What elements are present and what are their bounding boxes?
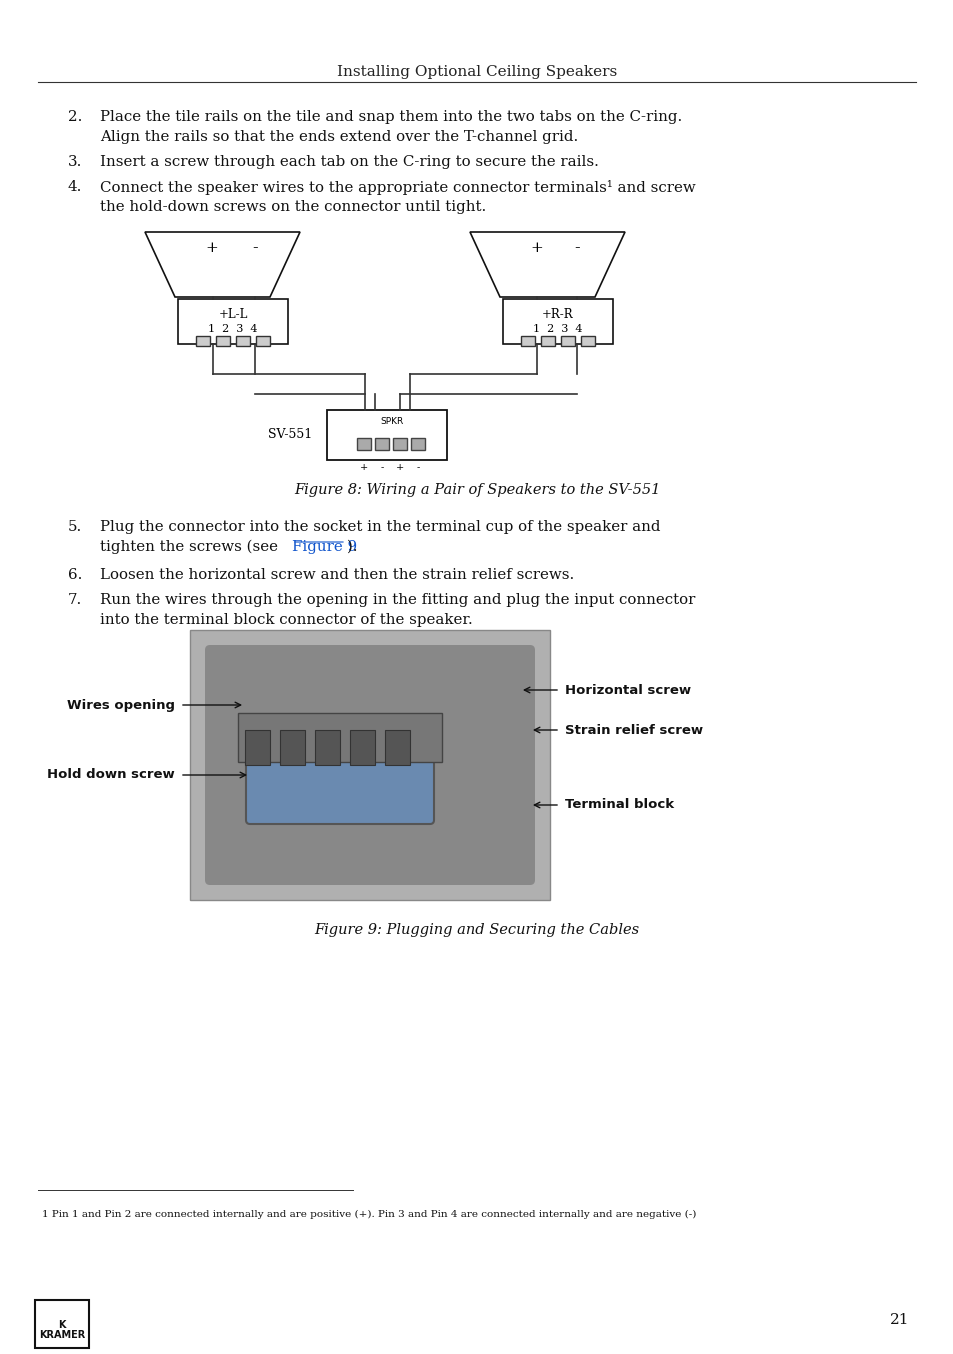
FancyBboxPatch shape xyxy=(35,1300,89,1349)
Text: Installing Optional Ceiling Speakers: Installing Optional Ceiling Speakers xyxy=(336,65,617,79)
Text: Loosen the horizontal screw and then the strain relief screws.: Loosen the horizontal screw and then the… xyxy=(100,567,574,582)
Text: Run the wires through the opening in the fitting and plug the input connector: Run the wires through the opening in the… xyxy=(100,593,695,607)
Text: tighten the screws (see: tighten the screws (see xyxy=(100,540,282,554)
Text: K
KRAMER: K KRAMER xyxy=(39,1320,85,1340)
Text: +: + xyxy=(395,463,404,473)
Bar xyxy=(255,336,270,347)
Circle shape xyxy=(379,830,399,850)
Text: SPKR: SPKR xyxy=(380,417,403,427)
Text: Hold down screw: Hold down screw xyxy=(48,769,174,781)
Text: +R-R: +R-R xyxy=(541,307,573,321)
Text: 1  2  3  4: 1 2 3 4 xyxy=(533,324,582,334)
Text: Place the tile rails on the tile and snap them into the two tabs on the C-ring.: Place the tile rails on the tile and sna… xyxy=(100,110,681,125)
FancyBboxPatch shape xyxy=(205,645,535,886)
Text: Figure 9: Plugging and Securing the Cables: Figure 9: Plugging and Securing the Cabl… xyxy=(314,923,639,937)
Text: 6.: 6. xyxy=(68,567,82,582)
Text: Horizontal screw: Horizontal screw xyxy=(564,684,690,696)
Bar xyxy=(385,730,410,765)
Text: -: - xyxy=(574,240,579,256)
Text: SV-551: SV-551 xyxy=(268,428,312,441)
Text: 4.: 4. xyxy=(68,180,82,194)
Bar xyxy=(195,336,210,347)
Text: Align the rails so that the ends extend over the T-channel grid.: Align the rails so that the ends extend … xyxy=(100,130,578,144)
Text: ).: ). xyxy=(347,540,357,554)
Text: 5.: 5. xyxy=(68,520,82,533)
Text: -: - xyxy=(380,463,383,473)
Bar xyxy=(280,730,305,765)
FancyBboxPatch shape xyxy=(502,299,613,344)
Bar xyxy=(245,730,270,765)
Bar xyxy=(540,336,555,347)
Text: 3.: 3. xyxy=(68,154,82,169)
Text: +: + xyxy=(359,463,368,473)
Text: Terminal block: Terminal block xyxy=(564,799,674,811)
Circle shape xyxy=(270,830,290,850)
Text: +: + xyxy=(206,241,218,255)
Bar xyxy=(350,730,375,765)
Bar xyxy=(560,336,575,347)
Bar xyxy=(235,336,250,347)
FancyBboxPatch shape xyxy=(246,756,434,825)
FancyBboxPatch shape xyxy=(237,714,441,762)
Bar xyxy=(215,336,230,347)
Text: Wires opening: Wires opening xyxy=(67,699,174,711)
Bar xyxy=(520,336,535,347)
Text: Figure 9: Figure 9 xyxy=(292,540,356,554)
Text: 21: 21 xyxy=(889,1313,909,1327)
Bar xyxy=(393,437,407,450)
Text: Insert a screw through each tab on the C-ring to secure the rails.: Insert a screw through each tab on the C… xyxy=(100,154,598,169)
Text: 1  2  3  4: 1 2 3 4 xyxy=(208,324,257,334)
Bar xyxy=(411,437,424,450)
Text: -: - xyxy=(252,240,257,256)
Bar xyxy=(580,336,595,347)
Text: Plug the connector into the socket in the terminal cup of the speaker and: Plug the connector into the socket in th… xyxy=(100,520,659,533)
Text: into the terminal block connector of the speaker.: into the terminal block connector of the… xyxy=(100,613,473,627)
Text: the hold-down screws on the connector until tight.: the hold-down screws on the connector un… xyxy=(100,200,486,214)
FancyBboxPatch shape xyxy=(190,630,550,900)
Text: +L-L: +L-L xyxy=(218,307,248,321)
Text: 7.: 7. xyxy=(68,593,82,607)
Text: 2.: 2. xyxy=(68,110,82,125)
Bar xyxy=(375,437,389,450)
Text: +: + xyxy=(530,241,543,255)
Circle shape xyxy=(325,830,345,850)
Text: Connect the speaker wires to the appropriate connector terminals¹ and screw: Connect the speaker wires to the appropr… xyxy=(100,180,695,195)
Text: Figure 8: Wiring a Pair of Speakers to the SV-551: Figure 8: Wiring a Pair of Speakers to t… xyxy=(294,483,659,497)
Text: 1 Pin 1 and Pin 2 are connected internally and are positive (+). Pin 3 and Pin 4: 1 Pin 1 and Pin 2 are connected internal… xyxy=(42,1210,696,1219)
FancyBboxPatch shape xyxy=(178,299,288,344)
FancyBboxPatch shape xyxy=(327,410,447,460)
Bar xyxy=(356,437,371,450)
Text: -: - xyxy=(416,463,419,473)
Text: Strain relief screw: Strain relief screw xyxy=(564,723,702,737)
Bar xyxy=(314,730,339,765)
